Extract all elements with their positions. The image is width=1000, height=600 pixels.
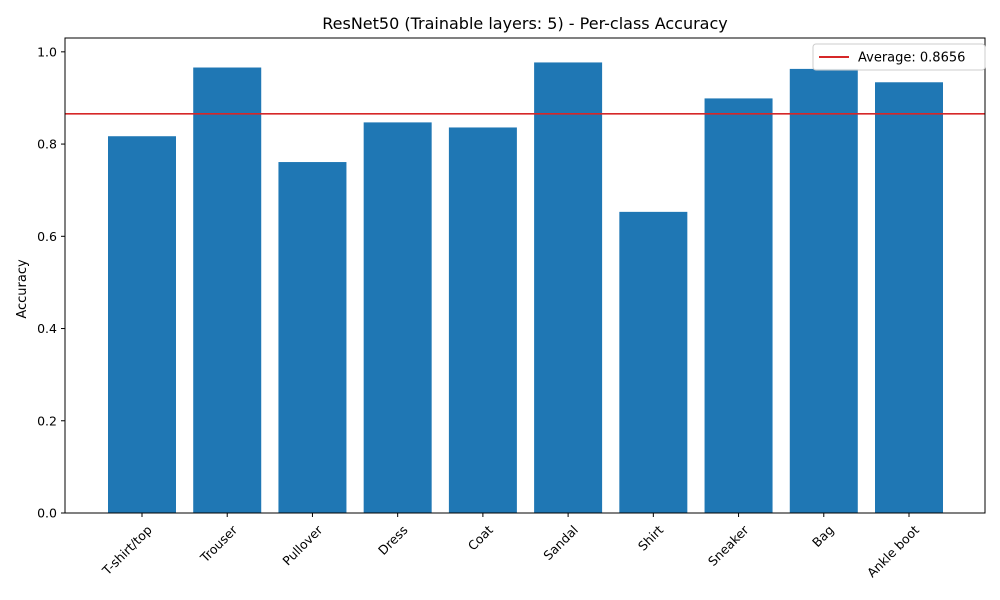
x-tick-label-1: Trouser xyxy=(197,522,241,566)
chart-title: ResNet50 (Trainable layers: 5) - Per-cla… xyxy=(322,14,728,33)
x-tick-label-7: Sneaker xyxy=(705,522,752,569)
bar-0 xyxy=(108,136,176,513)
y-tick-label-4: 0.8 xyxy=(37,137,57,152)
y-tick-label-0: 0.0 xyxy=(37,506,57,521)
bar-3 xyxy=(363,122,432,514)
bar-4 xyxy=(448,127,517,514)
legend-frame xyxy=(812,43,986,71)
legend: Average: 0.8656 xyxy=(812,43,986,71)
bar-5 xyxy=(534,62,603,514)
y-tick-label-2: 0.4 xyxy=(37,321,57,336)
y-axis-label: Accuracy xyxy=(15,259,30,319)
bars-group xyxy=(108,62,943,514)
bar-7 xyxy=(704,98,773,513)
y-tick-label-3: 0.6 xyxy=(37,229,57,244)
bar-9 xyxy=(875,82,943,513)
legend-label-average: Average: 0.8656 xyxy=(858,51,965,66)
y-tick-label-1: 0.2 xyxy=(37,413,57,428)
x-tick-label-0: T-shirt/top xyxy=(99,522,155,578)
bar-1 xyxy=(193,67,262,514)
bar-6 xyxy=(619,211,688,513)
x-tick-label-6: Shirt xyxy=(635,522,666,553)
bar-2 xyxy=(278,162,347,513)
bar-8 xyxy=(789,68,858,513)
x-tick-label-8: Bag xyxy=(809,522,837,550)
plot-frame xyxy=(64,37,986,514)
y-tick-label-5: 1.0 xyxy=(37,44,57,59)
x-tick-label-5: Sandal xyxy=(540,522,581,563)
x-tick-label-2: Pullover xyxy=(279,522,326,569)
x-tick-label-9: Ankle boot xyxy=(864,522,922,580)
x-tick-label-4: Coat xyxy=(465,522,496,553)
x-tick-label-3: Dress xyxy=(375,522,411,558)
